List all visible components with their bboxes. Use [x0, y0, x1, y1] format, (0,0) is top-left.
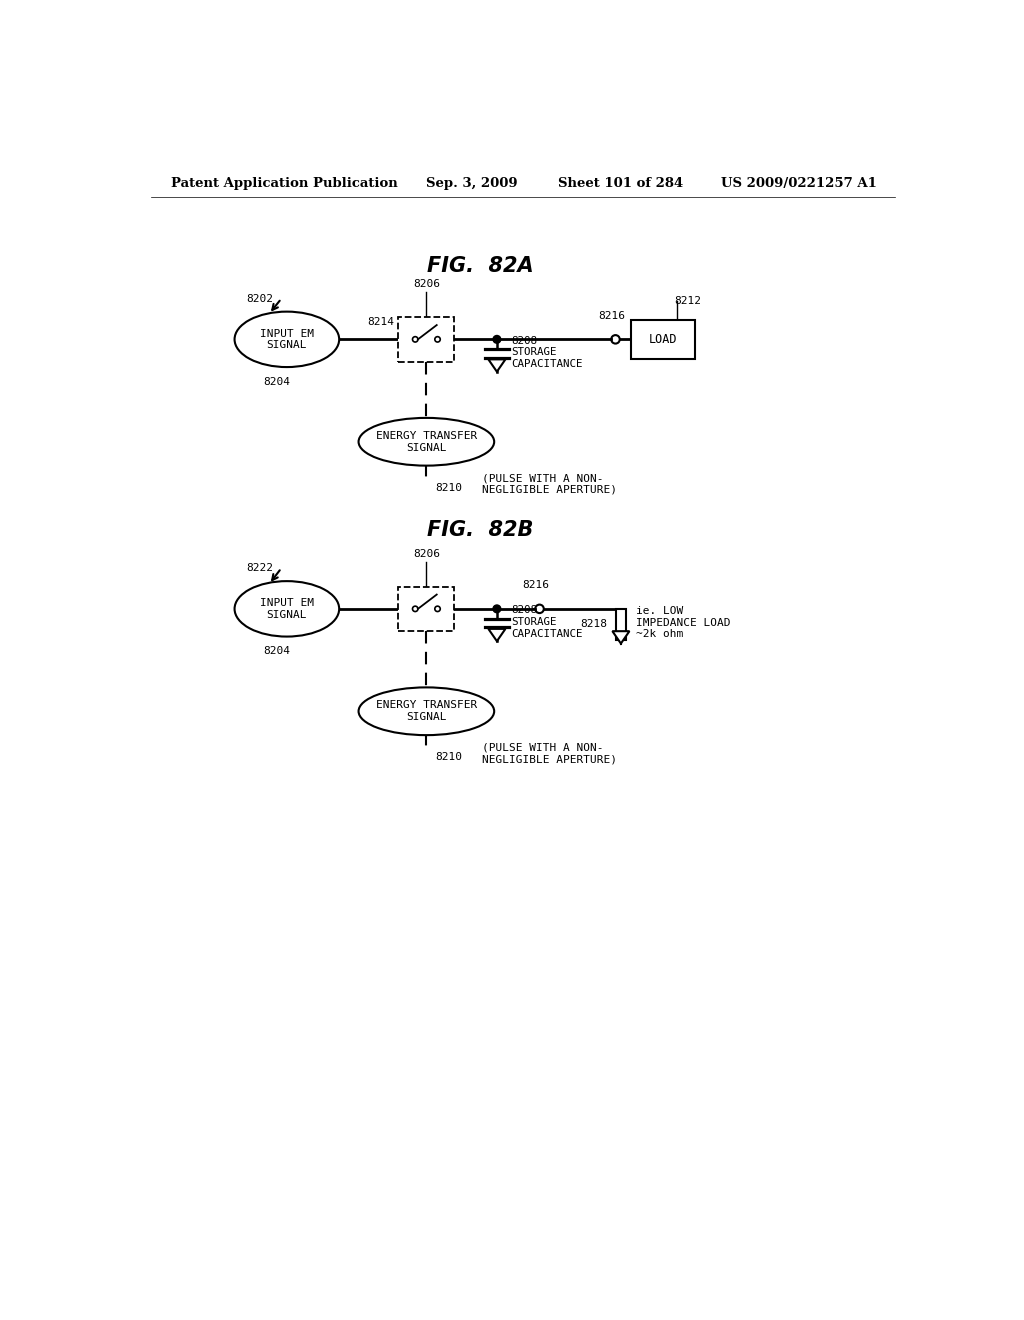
Text: 8210: 8210	[435, 483, 463, 492]
Ellipse shape	[358, 418, 495, 466]
Text: LOAD: LOAD	[648, 333, 677, 346]
Text: ENERGY TRANSFER
SIGNAL: ENERGY TRANSFER SIGNAL	[376, 430, 477, 453]
Text: 8216: 8216	[598, 312, 625, 321]
Text: US 2009/0221257 A1: US 2009/0221257 A1	[721, 177, 877, 190]
Text: FIG.  82A: FIG. 82A	[427, 256, 534, 276]
Text: 8202: 8202	[246, 293, 272, 304]
Text: (PULSE WITH A NON-
NEGLIGIBLE APERTURE): (PULSE WITH A NON- NEGLIGIBLE APERTURE)	[482, 474, 617, 495]
Text: FIG.  82B: FIG. 82B	[427, 520, 534, 540]
Bar	[398, 317, 455, 362]
Text: 8210: 8210	[435, 752, 463, 762]
Text: Patent Application Publication: Patent Application Publication	[171, 177, 397, 190]
Text: 8214: 8214	[368, 317, 394, 327]
Bar	[615, 609, 626, 640]
Text: 8206: 8206	[413, 549, 440, 558]
Text: 8212: 8212	[675, 296, 701, 306]
Bar	[398, 586, 455, 631]
Circle shape	[493, 335, 501, 343]
Text: INPUT EM
SIGNAL: INPUT EM SIGNAL	[260, 598, 314, 619]
Text: 8204: 8204	[263, 647, 291, 656]
Text: 8218: 8218	[580, 619, 607, 630]
Ellipse shape	[234, 312, 339, 367]
Text: 8216: 8216	[522, 581, 549, 590]
Circle shape	[493, 605, 501, 612]
Polygon shape	[488, 359, 506, 372]
Polygon shape	[488, 628, 506, 642]
Text: 8208
STORAGE
CAPACITANCE: 8208 STORAGE CAPACITANCE	[511, 606, 583, 639]
Text: INPUT EM
SIGNAL: INPUT EM SIGNAL	[260, 329, 314, 350]
Text: ie. LOW
IMPEDANCE LOAD
~2k ohm: ie. LOW IMPEDANCE LOAD ~2k ohm	[636, 606, 731, 639]
Bar	[631, 321, 694, 359]
Text: 8208
STORAGE
CAPACITANCE: 8208 STORAGE CAPACITANCE	[511, 335, 583, 370]
Text: 8206: 8206	[413, 280, 440, 289]
Text: ENERGY TRANSFER
SIGNAL: ENERGY TRANSFER SIGNAL	[376, 701, 477, 722]
Text: 8222: 8222	[246, 564, 272, 573]
Text: Sheet 101 of 284: Sheet 101 of 284	[558, 177, 683, 190]
Polygon shape	[612, 631, 630, 644]
Ellipse shape	[234, 581, 339, 636]
Text: (PULSE WITH A NON-
NEGLIGIBLE APERTURE): (PULSE WITH A NON- NEGLIGIBLE APERTURE)	[482, 743, 617, 764]
Ellipse shape	[358, 688, 495, 735]
Text: 8204: 8204	[263, 376, 291, 387]
Text: Sep. 3, 2009: Sep. 3, 2009	[426, 177, 518, 190]
